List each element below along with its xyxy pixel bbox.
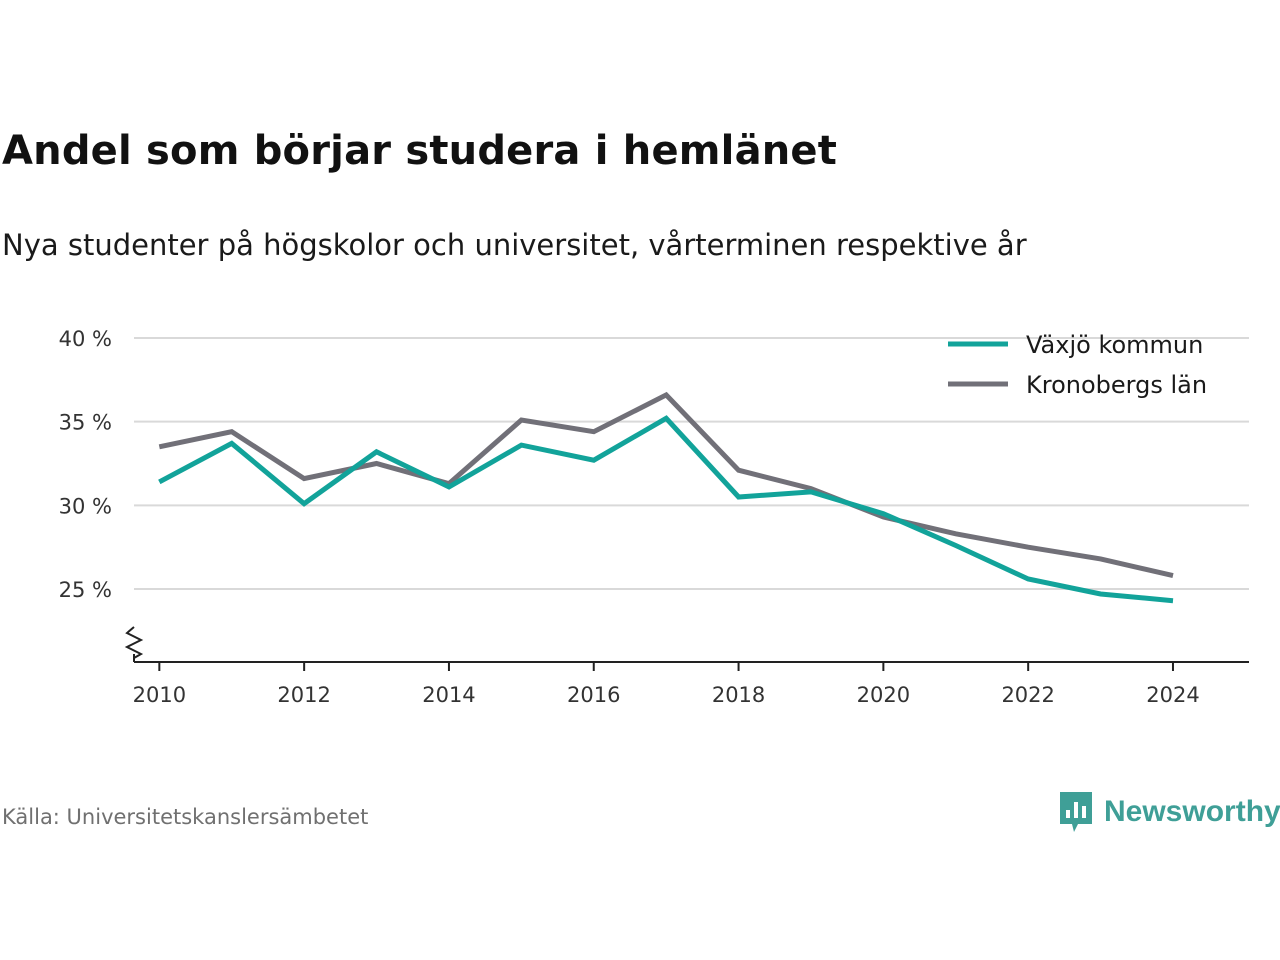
newsworthy-logo-icon <box>1060 792 1092 832</box>
x-tick-label: 2010 <box>133 683 186 707</box>
data-point <box>302 501 307 506</box>
x-tick-label: 2020 <box>857 683 910 707</box>
data-point <box>953 543 958 548</box>
data-point <box>374 449 379 454</box>
legend-label: Växjö kommun <box>1026 331 1203 359</box>
x-tick-label: 2016 <box>567 683 620 707</box>
series-line <box>158 391 1174 579</box>
source-note: Källa: Universitetskanslersämbetet <box>2 805 369 829</box>
data-point <box>157 479 162 484</box>
data-point <box>157 444 162 449</box>
x-tick-label: 2014 <box>422 683 475 707</box>
data-point <box>591 458 596 463</box>
y-tick-label: 25 % <box>59 578 112 602</box>
data-point <box>1098 592 1103 597</box>
y-tick-label: 35 % <box>59 411 112 435</box>
data-point <box>736 494 741 499</box>
x-tick-label: 2012 <box>277 683 330 707</box>
x-tick-label: 2018 <box>712 683 765 707</box>
data-point <box>519 443 524 448</box>
series-line <box>158 415 1174 604</box>
data-point <box>881 511 886 516</box>
brand-name: Newsworthy <box>1104 795 1280 828</box>
data-point <box>446 484 451 489</box>
data-point <box>664 416 669 421</box>
x-tick-label: 2022 <box>1001 683 1054 707</box>
data-point <box>1170 573 1175 578</box>
data-point <box>519 417 524 422</box>
data-point <box>591 429 596 434</box>
data-point <box>1026 545 1031 550</box>
data-point <box>1170 598 1175 603</box>
data-point <box>1098 556 1103 561</box>
y-tick-label: 30 % <box>59 494 112 518</box>
brand-logo: Newsworthy <box>1058 790 1280 834</box>
y-axis-break-marker <box>124 626 144 659</box>
data-point <box>374 461 379 466</box>
data-point <box>302 476 307 481</box>
chart-title: Andel som börjar studera i hemlänet <box>2 128 838 174</box>
chart-subtitle: Nya studenter på högskolor och universit… <box>2 228 1027 262</box>
data-point <box>229 441 234 446</box>
y-tick-label: 40 % <box>59 327 112 351</box>
data-point <box>736 468 741 473</box>
x-tick-label: 2024 <box>1146 683 1199 707</box>
data-point <box>1026 576 1031 581</box>
data-point <box>808 489 813 494</box>
data-point <box>664 392 669 397</box>
legend-label: Kronobergs län <box>1026 371 1207 399</box>
data-point <box>229 429 234 434</box>
data-point <box>953 531 958 536</box>
